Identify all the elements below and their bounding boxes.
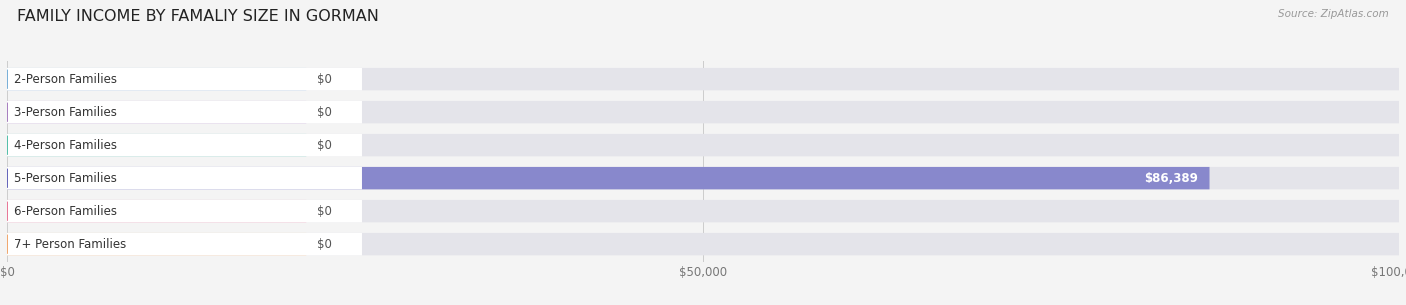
Text: 4-Person Families: 4-Person Families: [14, 139, 117, 152]
Text: 5-Person Families: 5-Person Families: [14, 172, 117, 185]
Text: $0: $0: [318, 139, 332, 152]
Text: $0: $0: [318, 73, 332, 86]
FancyBboxPatch shape: [7, 233, 307, 255]
Text: $0: $0: [318, 205, 332, 218]
Text: 3-Person Families: 3-Person Families: [14, 106, 117, 119]
Text: FAMILY INCOME BY FAMALIY SIZE IN GORMAN: FAMILY INCOME BY FAMALIY SIZE IN GORMAN: [17, 9, 378, 24]
Text: $86,389: $86,389: [1144, 172, 1198, 185]
FancyBboxPatch shape: [7, 233, 1399, 255]
Text: $0: $0: [318, 238, 332, 251]
FancyBboxPatch shape: [7, 101, 307, 123]
Text: Source: ZipAtlas.com: Source: ZipAtlas.com: [1278, 9, 1389, 19]
FancyBboxPatch shape: [7, 134, 307, 156]
FancyBboxPatch shape: [7, 167, 361, 189]
Text: 7+ Person Families: 7+ Person Families: [14, 238, 127, 251]
FancyBboxPatch shape: [7, 68, 1399, 90]
FancyBboxPatch shape: [7, 200, 361, 222]
Text: $0: $0: [318, 106, 332, 119]
FancyBboxPatch shape: [7, 101, 361, 123]
FancyBboxPatch shape: [7, 200, 1399, 222]
Text: 6-Person Families: 6-Person Families: [14, 205, 117, 218]
FancyBboxPatch shape: [7, 101, 1399, 123]
FancyBboxPatch shape: [7, 167, 1399, 189]
FancyBboxPatch shape: [7, 233, 361, 255]
FancyBboxPatch shape: [7, 167, 1209, 189]
FancyBboxPatch shape: [7, 134, 1399, 156]
FancyBboxPatch shape: [7, 68, 361, 90]
Text: 2-Person Families: 2-Person Families: [14, 73, 117, 86]
FancyBboxPatch shape: [7, 134, 361, 156]
FancyBboxPatch shape: [7, 200, 307, 222]
FancyBboxPatch shape: [7, 68, 307, 90]
